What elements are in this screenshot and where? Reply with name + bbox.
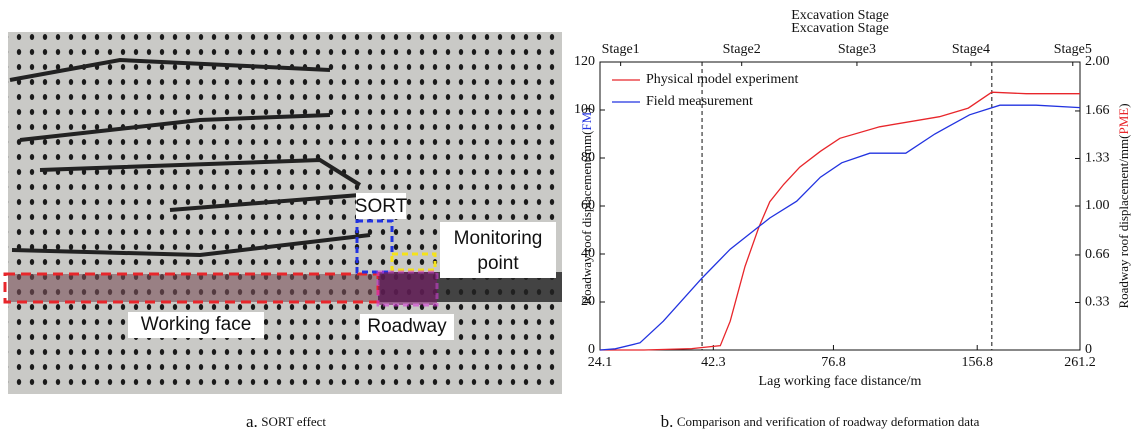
caption: b. Comparison and verification of roadwa… <box>661 412 980 431</box>
stage-label: Stage4 <box>952 42 990 57</box>
y-tick-label: 120 <box>574 54 595 69</box>
y-tick-label: 100 <box>574 102 595 117</box>
x-tick-label: 24.1 <box>588 355 613 370</box>
y2-axis-label: Roadway roof displacement/mm(PME) <box>1116 103 1131 308</box>
y2-axis-label-text: ) <box>1116 103 1131 107</box>
y2-axis-label-unit: PME <box>1116 108 1131 135</box>
y-axis-label-unit: FM <box>579 111 594 130</box>
caption-text: SORT effect <box>261 414 326 429</box>
y-tick-label: 60 <box>581 198 595 213</box>
y2-tick-label: 1.00 <box>1085 198 1110 213</box>
photo-label: Working face <box>141 314 252 335</box>
stage-label: Stage1 <box>602 42 640 57</box>
monitoring-box <box>390 252 437 272</box>
stage-label: Stage5 <box>1054 42 1092 57</box>
legend-label: Field measurement <box>646 94 753 109</box>
caption-text: Comparison and verification of roadway d… <box>677 414 980 429</box>
photo-label: Monitoring <box>454 228 543 249</box>
label-box <box>360 314 454 340</box>
x-tick-label: 261.2 <box>1064 355 1096 370</box>
caption-letter: a. <box>246 412 258 431</box>
stage-label: Stage3 <box>838 42 876 57</box>
y-tick-label: 80 <box>581 150 595 165</box>
chart-title: Excavation Stage <box>791 8 889 23</box>
x-tick-label: 156.8 <box>961 355 993 370</box>
y2-tick-label: 1.66 <box>1085 103 1110 118</box>
y2-tick-label: 0.66 <box>1085 247 1110 262</box>
y-axis-label: Roadway roof displacement/mm(FM) <box>579 107 594 304</box>
y2-tick-label: 0 <box>1085 342 1092 357</box>
caption-letter: b. <box>661 412 674 431</box>
y-tick-label: 0 <box>588 342 595 357</box>
series-line <box>599 104 1081 351</box>
y2-tick-label: 2.00 <box>1085 54 1110 69</box>
crack <box>9 57 371 258</box>
sort-box <box>355 219 394 274</box>
caption: a. SORT effect <box>246 412 326 431</box>
y-tick-label: 40 <box>581 246 595 261</box>
x-tick-label: 76.8 <box>821 355 846 370</box>
photo-label: point <box>477 253 519 274</box>
chart-subtitle: Excavation Stage <box>791 21 889 36</box>
series-line <box>600 91 1080 351</box>
y2-tick-label: 1.33 <box>1085 151 1110 166</box>
y2-axis-label-text: Roadway roof displacement/mm( <box>1116 135 1131 309</box>
label-box <box>440 222 556 278</box>
x-tick-label: 42.3 <box>701 355 726 370</box>
label-box <box>128 312 264 338</box>
y2-tick-label: 0.33 <box>1085 295 1110 310</box>
roadway-box <box>376 270 439 307</box>
photo-dots <box>8 32 562 394</box>
working-face-zone <box>8 274 378 302</box>
stage-label: Stage2 <box>723 42 761 57</box>
photo-label: SORT <box>355 196 408 217</box>
x-axis-label: Lag working face distance/m <box>759 374 922 389</box>
y-axis-label-text: ) <box>579 107 594 111</box>
label-box <box>356 193 406 219</box>
photo: SORT Monitoring point Working face Roadw… <box>3 32 562 394</box>
y-tick-label: 20 <box>581 294 595 309</box>
photo-label: Roadway <box>367 316 447 337</box>
y-axis-label-text: Roadway roof displacement/mm( <box>579 131 594 305</box>
legend-label: Physical model experiment <box>646 72 799 87</box>
